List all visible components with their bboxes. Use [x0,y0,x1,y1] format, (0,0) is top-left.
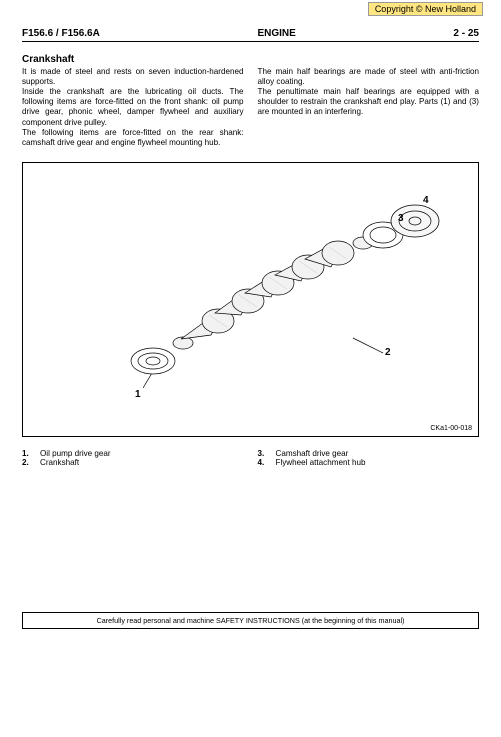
body-column-right: The main half bearings are made of steel… [258,67,480,148]
page-header: F156.6 / F156.6A ENGINE 2 - 25 [22,28,479,42]
header-section: ENGINE [100,28,454,39]
legend-number: 1. [22,449,40,458]
paragraph: The penultimate main half bearings are e… [258,87,480,116]
legend-number: 2. [22,458,40,467]
body-column-left: It is made of steel and rests on seven i… [22,67,244,148]
page: F156.6 / F156.6A ENGINE 2 - 25 Crankshaf… [0,0,501,639]
header-model: F156.6 / F156.6A [22,28,100,39]
figure-crankshaft: 1 2 3 4 CKa1-00-018 [22,162,479,437]
paragraph: The main half bearings are made of steel… [258,67,480,86]
safety-footer: Carefully read personal and machine SAFE… [22,612,479,629]
callout-2: 2 [385,347,391,358]
callout-3: 3 [398,213,404,224]
legend-text: Oil pump drive gear [40,449,111,458]
legend-column-left: 1. Oil pump drive gear 2. Crankshaft [22,449,244,467]
legend-number: 3. [258,449,276,458]
legend-text: Crankshaft [40,458,79,467]
paragraph: Inside the crankshaft are the lubricatin… [22,87,244,126]
section-title: Crankshaft [22,54,479,65]
legend-item: 3. Camshaft drive gear [258,449,480,458]
legend-item: 4. Flywheel attachment hub [258,458,480,467]
legend-number: 4. [258,458,276,467]
callout-4: 4 [423,195,429,206]
callout-1: 1 [135,389,141,400]
legend-item: 2. Crankshaft [22,458,244,467]
legend-text: Flywheel attachment hub [276,458,366,467]
paragraph: The following items are force-fitted on … [22,128,244,147]
legend-column-right: 3. Camshaft drive gear 4. Flywheel attac… [258,449,480,467]
header-page-number: 2 - 25 [453,28,479,39]
paragraph: It is made of steel and rests on seven i… [22,67,244,86]
body-text: It is made of steel and rests on seven i… [22,67,479,148]
figure-legend: 1. Oil pump drive gear 2. Crankshaft 3. … [22,449,479,467]
figure-reference-code: CKa1-00-018 [430,425,472,432]
legend-text: Camshaft drive gear [276,449,349,458]
legend-item: 1. Oil pump drive gear [22,449,244,458]
crankshaft-illustration-icon [23,163,478,436]
